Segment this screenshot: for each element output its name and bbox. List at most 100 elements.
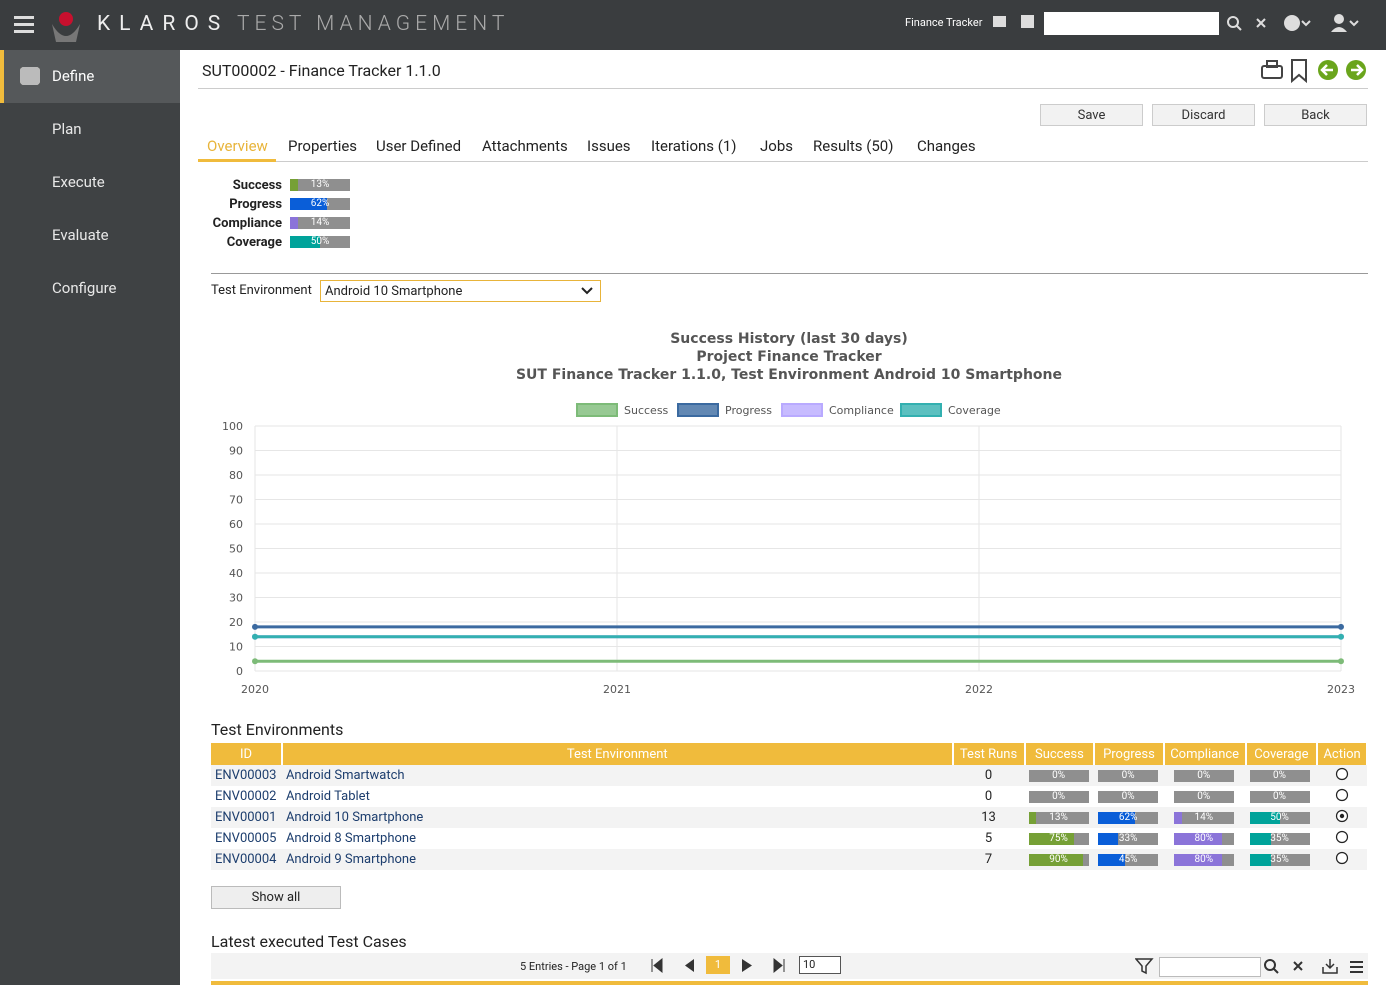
progress-label: 0% (1029, 791, 1089, 803)
cell: 0% (1094, 765, 1164, 786)
column-header: Compliance (1164, 743, 1246, 765)
cell: Android 9 Smartphone (282, 849, 953, 870)
tab[interactable]: Overview (207, 137, 268, 155)
button[interactable]: Save (1040, 104, 1143, 126)
section-title: Test Environments (211, 720, 343, 739)
test-runs: 13 (953, 807, 1025, 828)
x-tick-label: 2022 (965, 683, 993, 696)
dropdown-arrow (580, 286, 594, 296)
cell: 80% (1164, 828, 1246, 849)
sidebar-item[interactable]: Configure (0, 262, 180, 315)
current-page[interactable]: 1 (706, 956, 730, 974)
test-runs: 0 (953, 786, 1025, 807)
radio-button[interactable] (1335, 767, 1349, 781)
progress-bar: 14% (1174, 812, 1234, 824)
data-point (252, 634, 258, 640)
env-id-link[interactable]: ENV00005 (215, 831, 276, 846)
progress-label: 35% (1250, 833, 1310, 845)
data-point (1338, 634, 1344, 640)
env-name-link[interactable]: Android Smartwatch (286, 768, 405, 783)
radio-ring (1337, 852, 1348, 863)
progress-label: 75% (1029, 833, 1089, 845)
button[interactable]: Discard (1152, 104, 1255, 126)
cell: 80% (1164, 849, 1246, 870)
legend-label: Progress (725, 404, 772, 417)
tab[interactable]: Changes (917, 137, 976, 155)
progress-label: 0% (1250, 770, 1310, 782)
y-tick-label: 90 (229, 445, 243, 458)
show-all-button[interactable]: Show all (211, 886, 341, 909)
search-buttons[interactable] (1226, 15, 1286, 33)
cell: 0% (1246, 765, 1318, 786)
button[interactable]: Back (1264, 104, 1367, 126)
divider (198, 88, 1368, 89)
env-name-link[interactable]: Android Tablet (286, 789, 370, 804)
cell: ENV00003 (211, 765, 282, 786)
cell: ENV00002 (211, 786, 282, 807)
y-tick-label: 20 (229, 616, 243, 629)
cell: 0% (1025, 765, 1095, 786)
tab[interactable]: Jobs (760, 137, 793, 155)
summary-label: Coverage (180, 235, 282, 250)
user-menus[interactable] (1283, 13, 1373, 35)
tab[interactable]: Properties (288, 137, 357, 155)
tab[interactable]: Issues (587, 137, 631, 155)
data-point (1338, 624, 1344, 630)
list-icon[interactable] (1021, 15, 1034, 28)
env-id-link[interactable]: ENV00003 (215, 768, 276, 783)
archive-icon[interactable] (993, 16, 1006, 27)
env-name-link[interactable]: Android 10 Smartphone (286, 810, 423, 825)
radio-button[interactable] (1335, 830, 1349, 844)
sidebar-item[interactable]: Plan (0, 103, 180, 156)
project-name[interactable]: Finance Tracker (905, 16, 982, 29)
sidebar-item[interactable]: Evaluate (0, 209, 180, 262)
progress-bar: 0% (1174, 770, 1234, 782)
cell (1317, 849, 1367, 870)
progress-bar: 14% (290, 217, 350, 229)
cell: ENV00001 (211, 807, 282, 828)
env-name-link[interactable]: Android 9 Smartphone (286, 852, 416, 867)
env-id-link[interactable]: ENV00001 (215, 810, 276, 825)
environment-select[interactable]: Android 10 Smartphone (320, 280, 601, 302)
radio-button[interactable] (1335, 809, 1349, 823)
menu-icon[interactable] (14, 14, 36, 34)
data-point (252, 658, 258, 664)
progress-label: 0% (1250, 791, 1310, 803)
legend-label: Coverage (948, 404, 1001, 417)
select-value: Android 10 Smartphone (325, 284, 462, 299)
tab[interactable]: Attachments (482, 137, 568, 155)
page-size-select[interactable]: 10 (799, 956, 841, 974)
sidebar-item[interactable]: Execute (0, 156, 180, 209)
progress-bar: 33% (1098, 833, 1158, 845)
progress-label: 80% (1174, 833, 1234, 845)
tab[interactable]: Iterations (1) (651, 137, 737, 155)
radio-button[interactable] (1335, 851, 1349, 865)
table-row: ENV00005Android 8 Smartphone575%33%80%35… (211, 828, 1367, 849)
progress-bar: 62% (290, 198, 350, 210)
table-tools[interactable] (1135, 957, 1365, 977)
column-header: Test Runs (953, 743, 1025, 765)
divider (211, 273, 1368, 274)
env-id-link[interactable]: ENV00004 (215, 852, 276, 867)
progress-bar: 0% (1250, 791, 1310, 803)
radio-ring (1337, 789, 1348, 800)
y-tick-label: 60 (229, 518, 243, 531)
cell: 62% (1094, 807, 1164, 828)
radio-button[interactable] (1335, 788, 1349, 802)
sidebar: DefinePlanExecuteEvaluateConfigure (0, 50, 180, 985)
tab[interactable]: Results (50) (813, 137, 893, 155)
toolbar-icons[interactable] (1260, 58, 1370, 84)
cell (1317, 828, 1367, 849)
cell: 75% (1025, 828, 1095, 849)
cell: ENV00005 (211, 828, 282, 849)
pager-info: 5 Entries - Page 1 of 1 (520, 960, 627, 973)
test-runs: 7 (953, 849, 1025, 870)
cell: Android 8 Smartphone (282, 828, 953, 849)
env-id-link[interactable]: ENV00002 (215, 789, 276, 804)
x-tick-label: 2021 (603, 683, 631, 696)
progress-label: 62% (1098, 812, 1158, 824)
search-input[interactable] (1044, 12, 1219, 35)
env-name-link[interactable]: Android 8 Smartphone (286, 831, 416, 846)
progress-label: 0% (1029, 770, 1089, 782)
tab[interactable]: User Defined (376, 137, 461, 155)
